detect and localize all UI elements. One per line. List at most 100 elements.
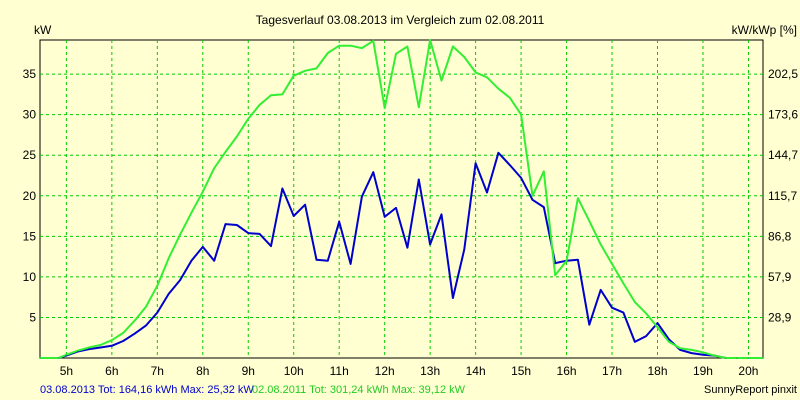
- x-tick-label: 18h: [647, 364, 667, 378]
- y-tick-label-right: 173,6: [768, 108, 798, 122]
- series-2-point: [588, 220, 591, 222]
- series-1-point: [577, 259, 579, 261]
- credit-text: SunnyReport pinxit: [704, 384, 797, 396]
- series-1-point: [543, 206, 545, 208]
- series-2-point: [440, 79, 443, 82]
- series-2-point: [145, 306, 147, 308]
- y-tick-label-left: 15: [23, 229, 37, 243]
- series-2-point: [281, 93, 284, 96]
- series-1-point: [406, 246, 409, 249]
- series-1-point: [452, 297, 454, 299]
- series-2-point: [304, 70, 306, 72]
- tick-labels: 5h 6h 7h 8h 9h 10h 11h 12h 13h 14h 15h 16h 17h 18h 19h…: [23, 67, 799, 378]
- legend-series-2: 02.08.2011 Tot: 301,24 kWh Max: 39,12 kW: [252, 384, 466, 396]
- y-tick-label-left: 5: [29, 310, 36, 324]
- x-tick-label: 7h: [151, 364, 164, 378]
- series-2-point: [452, 45, 454, 48]
- y-tick-label-right: 144,7: [768, 148, 798, 162]
- series-2-point: [39, 357, 41, 359]
- series-2-point: [690, 349, 693, 351]
- y-tick-label-left: 30: [23, 108, 37, 122]
- series-1-point: [383, 216, 386, 218]
- series-2-point: [747, 357, 750, 359]
- x-tick-label: 10h: [284, 364, 304, 378]
- y-tick-label-left: 25: [23, 148, 37, 162]
- x-tick-label: 11h: [330, 364, 349, 378]
- series-1-point: [258, 233, 261, 235]
- x-tick-label: 17h: [602, 364, 622, 378]
- series-2-point: [633, 301, 636, 303]
- series-2-point: [406, 45, 409, 48]
- series-1-point: [327, 259, 329, 262]
- series-2-point: [429, 39, 431, 41]
- series-1-point: [531, 199, 534, 201]
- series-1-point: [429, 243, 431, 246]
- series-1-point: [270, 245, 272, 247]
- series-2-point: [338, 44, 341, 47]
- series-1-point: [474, 162, 477, 165]
- series-2-point: [395, 52, 397, 55]
- series-2-point: [88, 346, 90, 349]
- series-2-point: [463, 56, 466, 58]
- series-1-point: [224, 223, 227, 225]
- series-2-point: [599, 243, 602, 246]
- series-2-point: [327, 52, 329, 54]
- series-2-point: [724, 357, 727, 359]
- series-2-point: [497, 87, 500, 90]
- series-2-point: [736, 357, 738, 359]
- series-2-point: [247, 117, 250, 120]
- series-1-point: [315, 259, 318, 261]
- series-1-point: [611, 306, 613, 309]
- series-2-point: [679, 347, 682, 350]
- series-1-point: [88, 348, 90, 350]
- series-1-point: [236, 224, 238, 226]
- chart-title: Tagesverlauf 03.08.2013 im Vergleich zum…: [256, 13, 545, 27]
- series-1-point: [133, 332, 136, 335]
- series-1-point: [292, 215, 295, 217]
- series-1-point: [156, 311, 159, 314]
- series-1-point: [213, 259, 215, 262]
- series-2-point: [292, 74, 295, 77]
- series-2-point: [57, 357, 60, 359]
- x-tick-label: 15h: [511, 364, 531, 378]
- series-2-point: [236, 135, 238, 138]
- series-2-point: [361, 47, 363, 49]
- series-2-point: [762, 357, 764, 359]
- series-2-point: [349, 44, 352, 47]
- series-1-point: [690, 352, 693, 354]
- series-1-point: [201, 246, 204, 248]
- x-tick-label: 16h: [557, 364, 577, 378]
- series-1-point: [588, 323, 591, 326]
- series-2-point: [508, 96, 511, 99]
- series-2-point: [520, 113, 522, 116]
- series-2-point: [258, 104, 261, 106]
- x-tick-label: 19h: [693, 364, 713, 378]
- series-1-point: [554, 262, 556, 264]
- series-2-point: [76, 349, 79, 352]
- series-lines: [39, 39, 764, 359]
- series-2-point: [383, 107, 386, 109]
- series-2-point: [702, 351, 704, 354]
- series-1-point: [167, 293, 170, 295]
- series-1-point: [508, 164, 511, 166]
- series-2-point: [156, 285, 159, 287]
- series-1-point: [679, 349, 682, 351]
- series-1-point: [122, 340, 125, 342]
- series-2-point: [372, 40, 375, 42]
- series-1-point: [702, 353, 704, 356]
- series-1-point: [656, 322, 659, 324]
- x-tick-label: 20h: [738, 364, 758, 378]
- y-tick-label-right: 28,9: [768, 310, 792, 324]
- series-2-point: [111, 339, 113, 341]
- series-2-point: [270, 94, 272, 96]
- series-line-2: [40, 39, 763, 359]
- series-1-point: [440, 213, 443, 216]
- series-1-point: [497, 151, 500, 154]
- series-2-point: [133, 319, 136, 322]
- series-2-point: [543, 170, 545, 173]
- series-line-1: [40, 151, 763, 359]
- series-2-point: [417, 106, 420, 109]
- x-tick-label: 8h: [196, 364, 209, 378]
- series-2-point: [474, 71, 477, 74]
- series-1-point: [463, 248, 466, 251]
